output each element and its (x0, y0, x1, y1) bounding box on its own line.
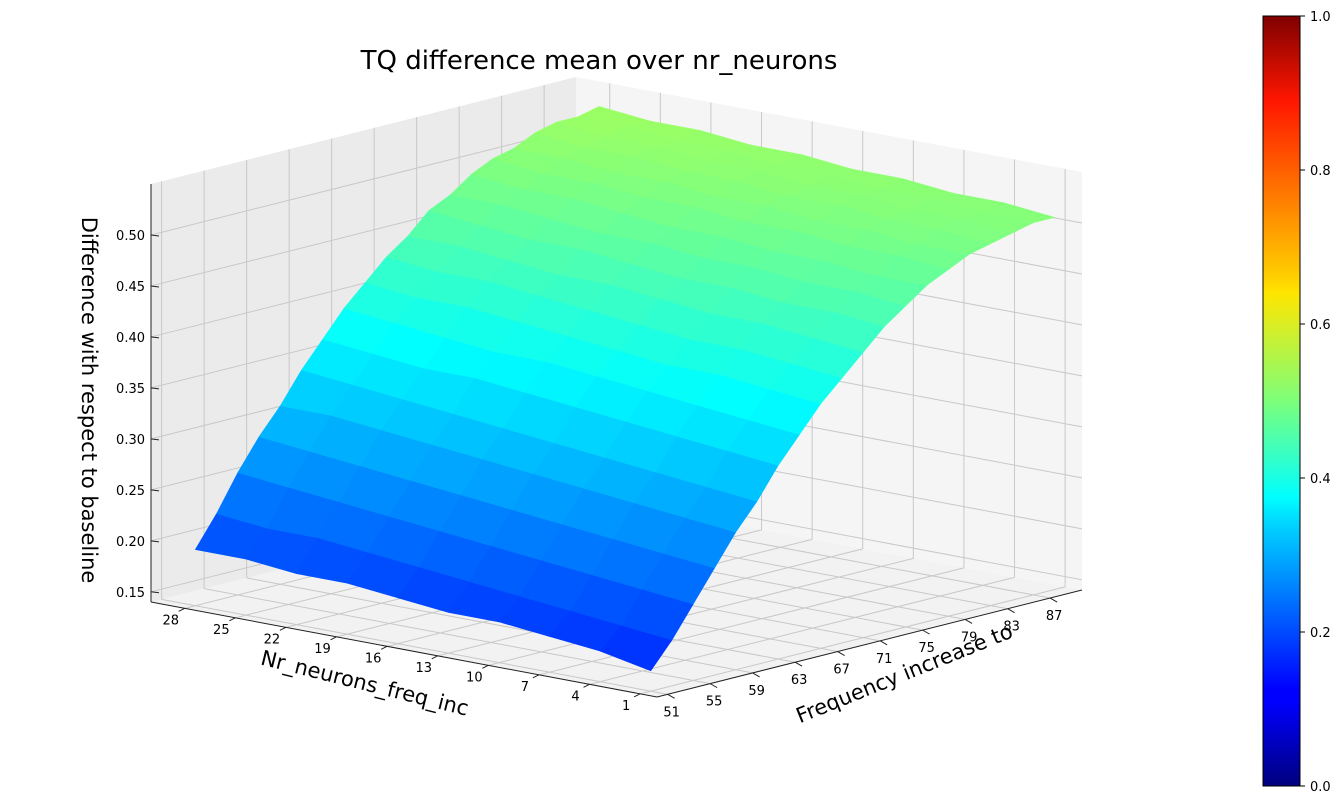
y-tick-label: 4 (571, 689, 579, 704)
y-tick-label: 1 (622, 699, 630, 714)
z-tick-mark (150, 234, 160, 237)
y-tick-mark (431, 655, 438, 660)
y-tick-label: 13 (415, 661, 432, 676)
x-axis-line (656, 589, 1083, 698)
y-tick-mark (583, 683, 590, 688)
z-tick-label: 0.50 (116, 229, 145, 244)
y-tick-mark (229, 617, 236, 622)
x-tick-mark (1007, 608, 1015, 614)
colorbar-tick-label: 0.0 (1310, 780, 1331, 795)
y-tick-mark (633, 693, 641, 698)
y-tick-label: 16 (365, 651, 382, 666)
y-tick-label: 10 (466, 670, 483, 685)
colorbar-tick-label: 1.0 (1310, 10, 1331, 25)
x-tick-label: 75 (918, 641, 935, 656)
y-tick-label: 25 (213, 623, 230, 638)
z-tick-label: 0.25 (116, 484, 145, 499)
y-tick-label: 22 (264, 632, 281, 647)
x-tick-label: 87 (1046, 609, 1063, 624)
colorbar-ticks: 0.0 0.2 0.4 0.6 0.8 1.0 (1300, 10, 1331, 795)
y-tick-mark (330, 636, 337, 641)
y-tick-mark (178, 607, 185, 612)
grid-line (488, 557, 914, 666)
surface-plot (194, 106, 1056, 672)
x-tick-label: 51 (663, 705, 680, 720)
x-tick-label: 79 (961, 630, 978, 645)
colorbar-tick-label: 0.4 (1310, 472, 1331, 487)
y-tick-mark (532, 674, 540, 679)
z-tick-mark (150, 540, 160, 543)
z-tick-mark (150, 387, 160, 390)
y-tick-mark (279, 626, 287, 631)
grid-line (538, 567, 965, 676)
chart-title: TQ difference mean over nr_neurons (360, 46, 838, 76)
x-tick-label: 83 (1003, 620, 1020, 635)
z-axis-label: Difference with respect to baseline (77, 217, 101, 584)
x-tick-label: 67 (833, 663, 850, 678)
colorbar (1262, 15, 1301, 787)
x-tick-mark (922, 629, 930, 635)
grid-line (150, 127, 577, 236)
colorbar-tick-label: 0.8 (1310, 164, 1331, 179)
z-tick-label: 0.35 (116, 382, 145, 397)
z-tick-mark (150, 336, 160, 339)
x-tick-label: 59 (748, 684, 765, 699)
z-tick-mark (150, 285, 160, 288)
z-tick-label: 0.15 (116, 586, 145, 601)
y-tick-mark (482, 664, 489, 669)
colorbar-tick-label: 0.2 (1310, 626, 1331, 641)
x-tick-mark (837, 651, 845, 656)
y-tick-label: 19 (314, 642, 331, 657)
grid-line (640, 586, 1066, 695)
x-tick-mark (964, 618, 973, 624)
z-tick-label: 0.45 (116, 280, 145, 295)
z-tick-label: 0.30 (116, 433, 145, 448)
x-tick-mark (1049, 597, 1058, 603)
y-tick-mark (380, 645, 388, 650)
grid-line (589, 576, 1015, 685)
x-tick-label: 55 (706, 695, 723, 710)
x-tick-mark (709, 683, 718, 689)
x-tick-mark (879, 640, 888, 646)
tick-labels: 51 55 59 63 67 71 75 79 83 87 1 4 7 10 13 16 19 22 25 28 0.1… (116, 229, 1062, 720)
surface-facet (981, 202, 1056, 224)
x-tick-mark (794, 661, 803, 667)
z-tick-label: 0.20 (116, 535, 145, 550)
y-tick-label: 7 (521, 680, 529, 695)
x-tick-mark (667, 693, 675, 699)
x-tick-label: 63 (791, 673, 808, 688)
colorbar-tick-label: 0.6 (1310, 318, 1331, 333)
z-tick-mark (150, 489, 160, 492)
y-tick-label: 28 (162, 613, 179, 628)
x-tick-mark (752, 672, 760, 678)
z-tick-mark (150, 591, 160, 594)
z-tick-mark (150, 438, 160, 441)
z-tick-label: 0.40 (116, 331, 145, 346)
x-tick-label: 71 (876, 652, 893, 667)
